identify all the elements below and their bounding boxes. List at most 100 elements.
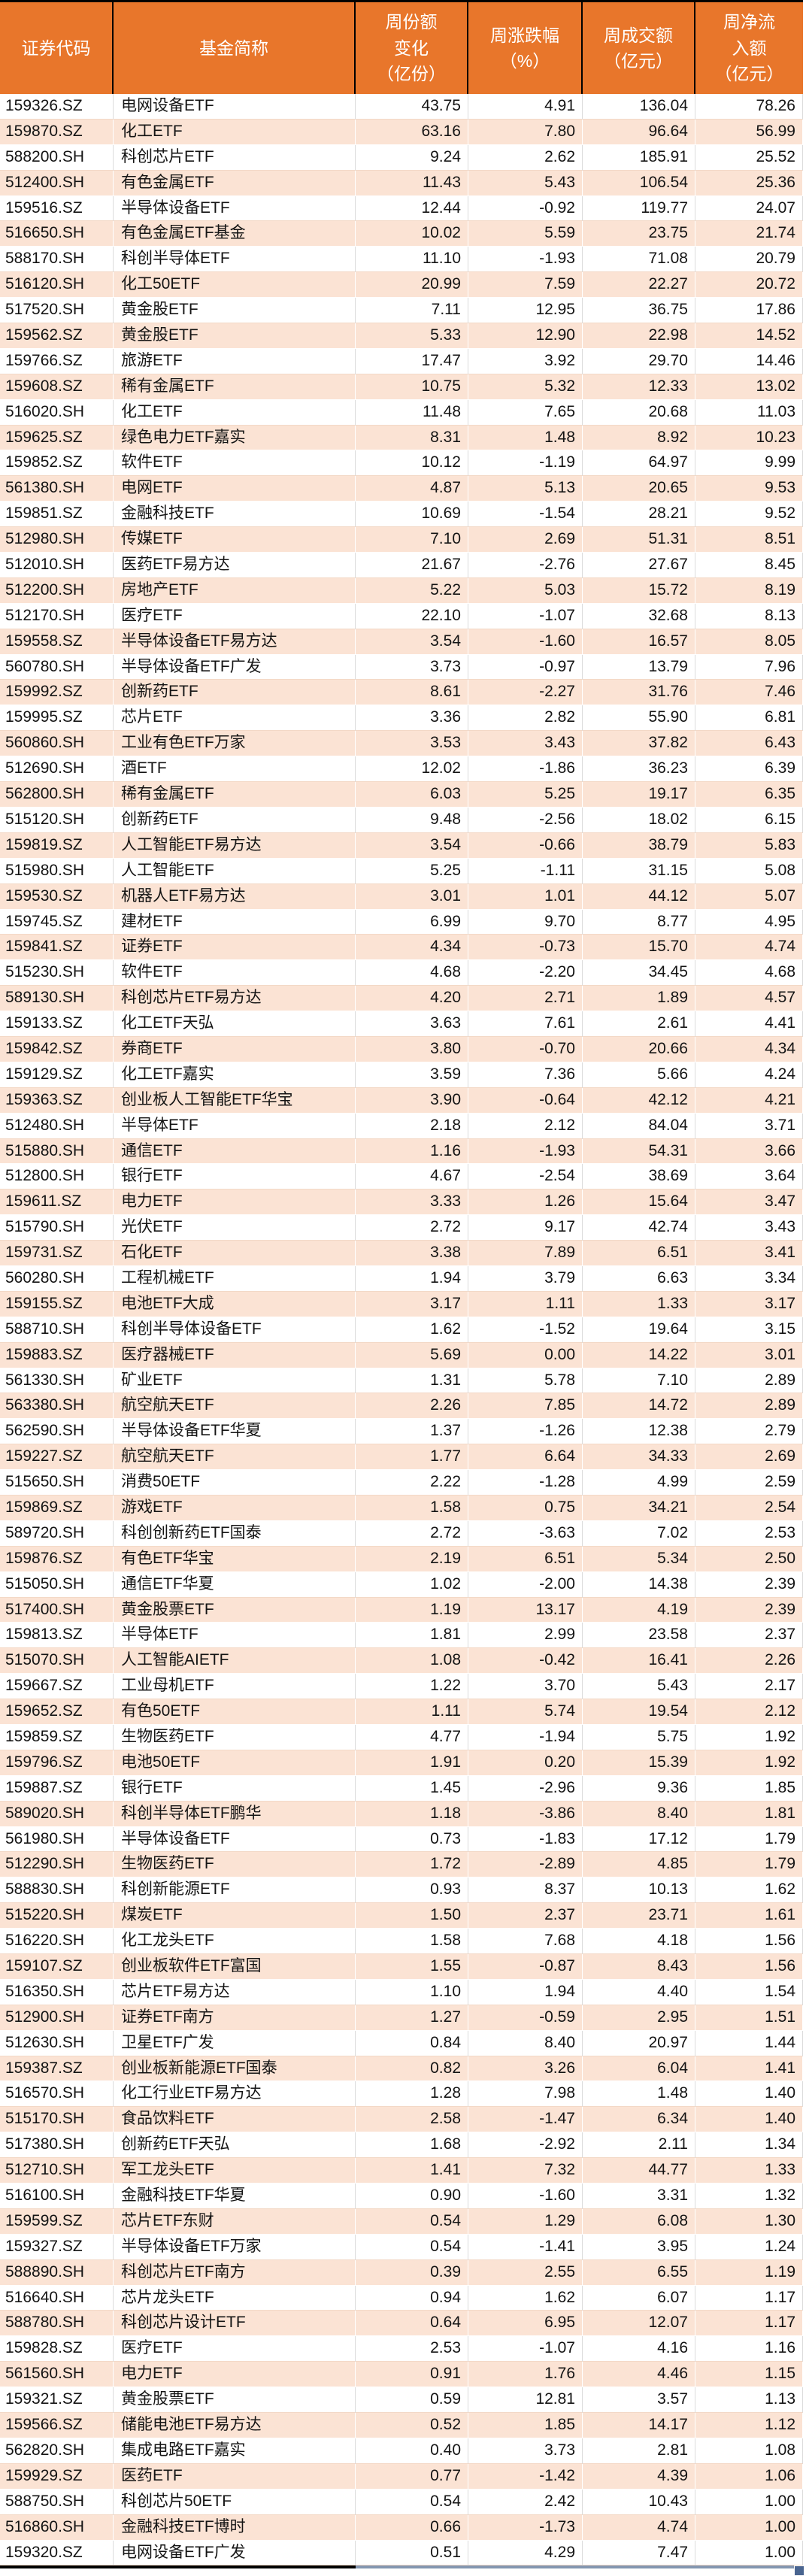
cell-turnover[interactable]: 54.31 [583, 1138, 695, 1165]
cell-turnover[interactable]: 29.70 [583, 348, 695, 374]
cell-fund-name[interactable]: 化工50ETF [114, 272, 356, 299]
cell-fund-name[interactable]: 石化ETF [114, 1241, 356, 1266]
cell-share-change[interactable]: 3.54 [356, 832, 468, 859]
cell-share-change[interactable]: 21.67 [356, 553, 468, 578]
cell-net-inflow[interactable]: 4.41 [695, 1011, 803, 1037]
cell-pct-change[interactable]: 1.94 [468, 1979, 583, 2005]
cell-turnover[interactable]: 13.79 [583, 654, 695, 680]
cell-turnover[interactable]: 8.40 [583, 1801, 695, 1827]
cell-pct-change[interactable]: 1.48 [468, 425, 583, 451]
cell-net-inflow[interactable]: 1.81 [695, 1801, 803, 1827]
cell-fund-name[interactable]: 黄金股ETF [114, 298, 356, 324]
cell-security-code[interactable]: 159652.SZ [0, 1699, 114, 1725]
cell-net-inflow[interactable]: 2.50 [695, 1546, 803, 1572]
cell-turnover[interactable]: 4.19 [583, 1597, 695, 1623]
cell-turnover[interactable]: 16.57 [583, 629, 695, 655]
cell-net-inflow[interactable]: 1.19 [695, 2259, 803, 2286]
cell-net-inflow[interactable]: 14.46 [695, 348, 803, 374]
cell-turnover[interactable]: 4.18 [583, 1929, 695, 1955]
cell-pct-change[interactable]: 2.82 [468, 705, 583, 732]
cell-pct-change[interactable]: 5.03 [468, 577, 583, 604]
cell-turnover[interactable]: 15.72 [583, 577, 695, 604]
cell-pct-change[interactable]: 3.79 [468, 1265, 583, 1292]
cell-turnover[interactable]: 3.57 [583, 2387, 695, 2414]
cell-security-code[interactable]: 512400.SH [0, 170, 114, 196]
cell-net-inflow[interactable]: 1.40 [695, 2081, 803, 2108]
cell-pct-change[interactable]: 0.75 [468, 1495, 583, 1521]
cell-net-inflow[interactable]: 4.21 [695, 1087, 803, 1114]
cell-share-change[interactable]: 1.41 [356, 2158, 468, 2184]
cell-net-inflow[interactable]: 1.13 [695, 2387, 803, 2414]
cell-fund-name[interactable]: 通信ETF [114, 1138, 356, 1165]
cell-net-inflow[interactable]: 5.07 [695, 883, 803, 910]
cell-fund-name[interactable]: 半导体设备ETF易方达 [114, 629, 356, 655]
cell-pct-change[interactable]: -2.20 [468, 960, 583, 986]
cell-fund-name[interactable]: 黄金股票ETF [114, 1597, 356, 1623]
cell-security-code[interactable]: 561330.SH [0, 1368, 114, 1394]
cell-security-code[interactable]: 159562.SZ [0, 323, 114, 349]
cell-net-inflow[interactable]: 1.54 [695, 1979, 803, 2005]
selection-handle[interactable] [794, 2565, 804, 2576]
cell-security-code[interactable]: 159841.SZ [0, 935, 114, 961]
cell-net-inflow[interactable]: 5.08 [695, 858, 803, 884]
cell-turnover[interactable]: 18.02 [583, 807, 695, 833]
cell-share-change[interactable]: 22.10 [356, 603, 468, 629]
cell-net-inflow[interactable]: 1.32 [695, 2184, 803, 2209]
cell-fund-name[interactable]: 创新药ETF [114, 680, 356, 706]
cell-security-code[interactable]: 515070.SH [0, 1648, 114, 1674]
cell-net-inflow[interactable]: 4.74 [695, 935, 803, 961]
cell-pct-change[interactable]: 1.62 [468, 2285, 583, 2311]
cell-security-code[interactable]: 589020.SH [0, 1801, 114, 1827]
cell-net-inflow[interactable]: 56.99 [695, 119, 803, 145]
cell-net-inflow[interactable]: 1.33 [695, 2158, 803, 2184]
column-header-fund-name[interactable]: 基金简称 [114, 2, 356, 94]
cell-fund-name[interactable]: 食品饮料ETF [114, 2107, 356, 2133]
cell-turnover[interactable]: 23.71 [583, 1903, 695, 1929]
cell-fund-name[interactable]: 化工ETF嘉实 [114, 1062, 356, 1088]
cell-pct-change[interactable]: -0.73 [468, 935, 583, 961]
cell-security-code[interactable]: 159813.SZ [0, 1623, 114, 1649]
cell-pct-change[interactable]: 2.99 [468, 1623, 583, 1649]
cell-share-change[interactable]: 12.02 [356, 756, 468, 783]
cell-security-code[interactable]: 516350.SH [0, 1979, 114, 2005]
cell-turnover[interactable]: 23.75 [583, 221, 695, 247]
cell-fund-name[interactable]: 创新药ETF天弘 [114, 2132, 356, 2159]
cell-turnover[interactable]: 185.91 [583, 144, 695, 171]
cell-security-code[interactable]: 560780.SH [0, 654, 114, 680]
cell-pct-change[interactable]: -1.19 [468, 450, 583, 477]
cell-turnover[interactable]: 28.21 [583, 502, 695, 528]
cell-turnover[interactable]: 5.75 [583, 1725, 695, 1750]
cell-pct-change[interactable]: 2.71 [468, 986, 583, 1012]
cell-net-inflow[interactable]: 1.30 [695, 2208, 803, 2235]
cell-share-change[interactable]: 6.03 [356, 782, 468, 808]
cell-security-code[interactable]: 159766.SZ [0, 348, 114, 374]
cell-turnover[interactable]: 96.64 [583, 119, 695, 145]
cell-fund-name[interactable]: 证券ETF南方 [114, 2005, 356, 2031]
cell-net-inflow[interactable]: 3.01 [695, 1342, 803, 1368]
cell-turnover[interactable]: 6.08 [583, 2208, 695, 2235]
cell-share-change[interactable]: 1.37 [356, 1419, 468, 1445]
cell-fund-name[interactable]: 卫星ETF广发 [114, 2030, 356, 2056]
cell-turnover[interactable]: 2.81 [583, 2438, 695, 2464]
cell-share-change[interactable]: 4.20 [356, 986, 468, 1012]
cell-fund-name[interactable]: 电池ETF大成 [114, 1291, 356, 1317]
cell-share-change[interactable]: 43.75 [356, 94, 468, 120]
cell-turnover[interactable]: 17.12 [583, 1826, 695, 1853]
cell-share-change[interactable]: 4.87 [356, 476, 468, 502]
cell-net-inflow[interactable]: 8.05 [695, 629, 803, 655]
cell-net-inflow[interactable]: 6.15 [695, 807, 803, 833]
cell-fund-name[interactable]: 人工智能ETF [114, 858, 356, 884]
cell-pct-change[interactable]: 4.29 [468, 2540, 583, 2566]
cell-fund-name[interactable]: 科创半导体ETF鹏华 [114, 1801, 356, 1827]
cell-security-code[interactable]: 159326.SZ [0, 94, 114, 120]
cell-security-code[interactable]: 512290.SH [0, 1852, 114, 1878]
cell-share-change[interactable]: 4.68 [356, 960, 468, 986]
cell-share-change[interactable]: 1.10 [356, 1979, 468, 2005]
cell-security-code[interactable]: 515790.SH [0, 1215, 114, 1241]
cell-security-code[interactable]: 159320.SZ [0, 2540, 114, 2566]
cell-net-inflow[interactable]: 1.17 [695, 2311, 803, 2337]
cell-share-change[interactable]: 3.53 [356, 731, 468, 757]
cell-net-inflow[interactable]: 3.41 [695, 1241, 803, 1266]
cell-pct-change[interactable]: -3.86 [468, 1801, 583, 1827]
cell-pct-change[interactable]: -0.59 [468, 2005, 583, 2031]
